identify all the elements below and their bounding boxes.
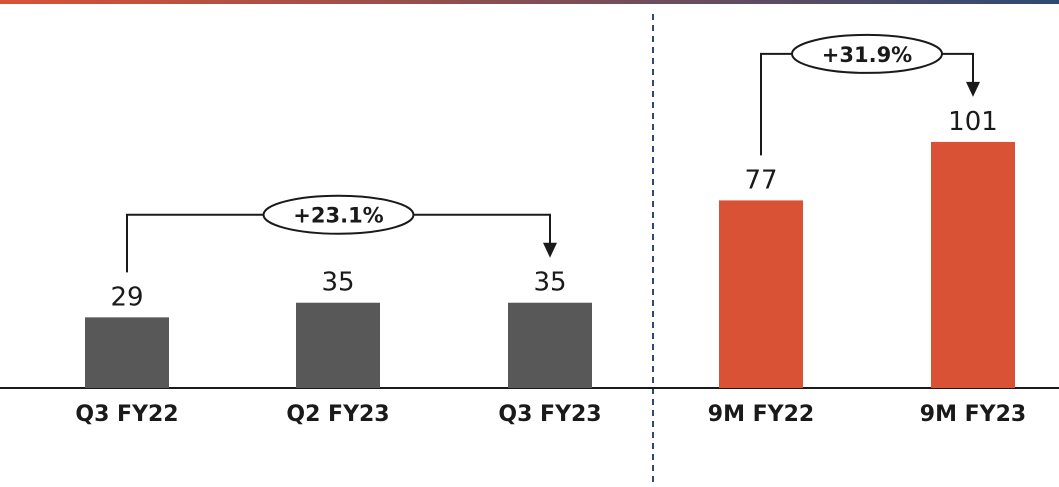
growth-1-label: +23.1% [293,204,383,228]
value-label-q3-fy22: 29 [110,282,143,312]
value-label-9m-fy22: 77 [744,165,777,195]
category-label-9m-fy22: 9M FY22 [708,402,814,427]
bar-9m-fy22 [719,200,803,388]
growth-2-badge [791,33,943,74]
growth-1-bracket [126,213,551,273]
bar-q3-fy23 [508,302,592,388]
value-label-q2-fy23: 35 [321,268,354,298]
top-accent-rule [0,0,1059,4]
value-label-9m-fy23: 101 [948,107,998,137]
category-label-9m-fy23: 9M FY23 [920,402,1026,427]
bar-q3-fy22 [85,317,169,388]
growth-2-label: +31.9% [822,43,912,67]
category-label-q3-fy22: Q3 FY22 [75,402,178,427]
growth-2-arrowhead [966,81,980,97]
category-label-q3-fy23: Q3 FY23 [498,402,601,427]
growth-2-bracket [760,52,974,156]
growth-1-badge [262,194,415,235]
category-label-q2-fy23: Q2 FY23 [286,402,389,427]
value-label-q3-fy23: 35 [533,268,566,298]
growth-1-arrowhead [543,242,557,258]
bar-q2-fy23 [296,302,380,388]
bar-9m-fy23 [931,141,1015,388]
